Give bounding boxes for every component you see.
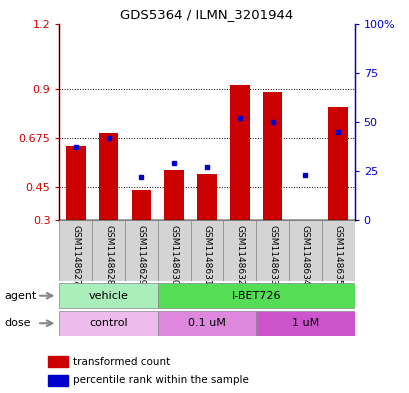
Text: transformed count: transformed count <box>73 356 170 367</box>
Bar <box>288 220 321 281</box>
Bar <box>197 174 216 220</box>
Text: GSM1148628: GSM1148628 <box>104 225 113 285</box>
Bar <box>131 189 151 220</box>
Text: agent: agent <box>4 291 36 301</box>
Text: vehicle: vehicle <box>88 291 128 301</box>
Bar <box>256 311 354 336</box>
Bar <box>328 107 347 220</box>
Text: GSM1148627: GSM1148627 <box>71 225 80 285</box>
Text: GSM1148629: GSM1148629 <box>137 225 146 285</box>
Text: GSM1148630: GSM1148630 <box>169 225 178 286</box>
Text: dose: dose <box>4 318 31 328</box>
Bar <box>92 220 125 281</box>
Text: GSM1148632: GSM1148632 <box>235 225 244 285</box>
Text: percentile rank within the sample: percentile rank within the sample <box>73 375 249 385</box>
Bar <box>256 220 288 281</box>
Text: GSM1148635: GSM1148635 <box>333 225 342 286</box>
Bar <box>164 170 184 220</box>
Text: I-BET726: I-BET726 <box>231 291 280 301</box>
Text: GSM1148634: GSM1148634 <box>300 225 309 285</box>
Bar <box>66 146 85 220</box>
Text: GSM1148633: GSM1148633 <box>267 225 276 286</box>
Title: GDS5364 / ILMN_3201944: GDS5364 / ILMN_3201944 <box>120 8 293 21</box>
Bar <box>157 283 354 308</box>
Bar <box>125 220 157 281</box>
Text: control: control <box>89 318 128 328</box>
Bar <box>99 133 118 220</box>
Bar <box>48 375 68 386</box>
Bar <box>262 92 282 220</box>
Bar <box>59 220 92 281</box>
Bar <box>59 311 157 336</box>
Bar <box>59 283 157 308</box>
Bar <box>229 85 249 220</box>
Text: GSM1148631: GSM1148631 <box>202 225 211 286</box>
Text: 0.1 uM: 0.1 uM <box>188 318 225 328</box>
Bar <box>157 311 256 336</box>
Bar <box>48 356 68 367</box>
Bar <box>223 220 256 281</box>
Text: 1 uM: 1 uM <box>291 318 318 328</box>
Bar <box>190 220 223 281</box>
Bar <box>157 220 190 281</box>
Bar <box>321 220 354 281</box>
